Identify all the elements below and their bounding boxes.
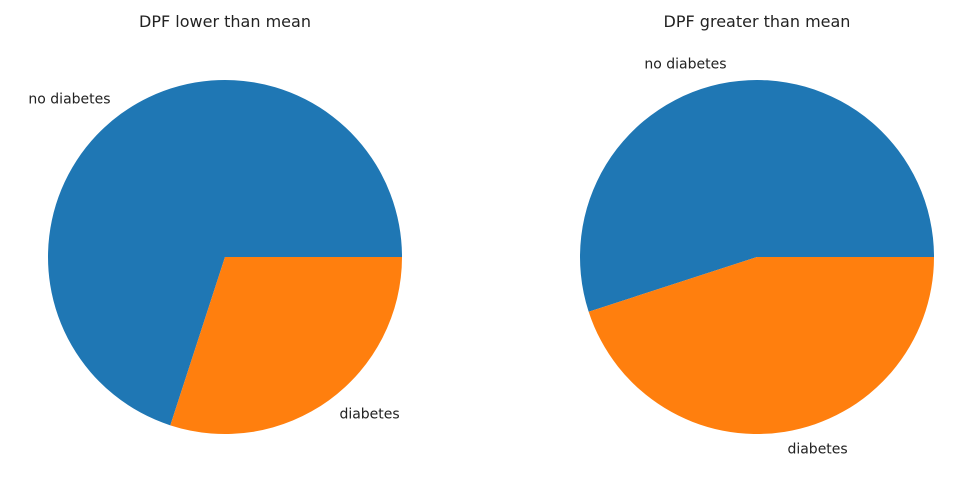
pie-slices bbox=[47, 80, 403, 434]
pie-slice-diabetes bbox=[170, 257, 402, 434]
pie-labels: no diabetes diabetes bbox=[644, 57, 847, 458]
pie-slice-no-diabetes bbox=[580, 79, 935, 312]
pie-slices bbox=[580, 79, 935, 434]
chart-title: DPF greater than mean bbox=[664, 12, 851, 31]
chart-title: DPF lower than mean bbox=[139, 12, 311, 31]
pie-slice-diabetes bbox=[588, 257, 935, 434]
pie-slice-no-diabetes bbox=[47, 80, 403, 426]
pie-chart-dpf-lower: DPF lower than mean no diabetes diabetes bbox=[28, 12, 403, 434]
slice-label: diabetes bbox=[787, 441, 847, 457]
pie-chart-dpf-greater: DPF greater than mean no diabetes diabete… bbox=[580, 12, 935, 458]
slice-label: no diabetes bbox=[644, 57, 726, 73]
pie-labels: no diabetes diabetes bbox=[28, 91, 399, 422]
slice-label: no diabetes bbox=[28, 91, 110, 107]
slice-label: diabetes bbox=[339, 407, 399, 423]
